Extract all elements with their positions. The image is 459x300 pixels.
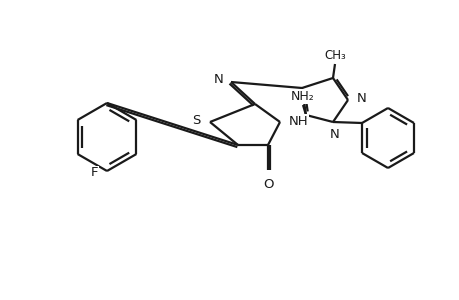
Text: NH: NH <box>288 115 308 128</box>
Text: F: F <box>90 167 98 179</box>
Text: CH₃: CH₃ <box>324 49 345 62</box>
Text: N: N <box>214 73 224 85</box>
Text: NH₂: NH₂ <box>291 90 314 103</box>
Text: S: S <box>192 113 201 127</box>
Text: N: N <box>356 92 366 104</box>
Text: N: N <box>330 128 339 141</box>
Text: O: O <box>263 178 274 191</box>
